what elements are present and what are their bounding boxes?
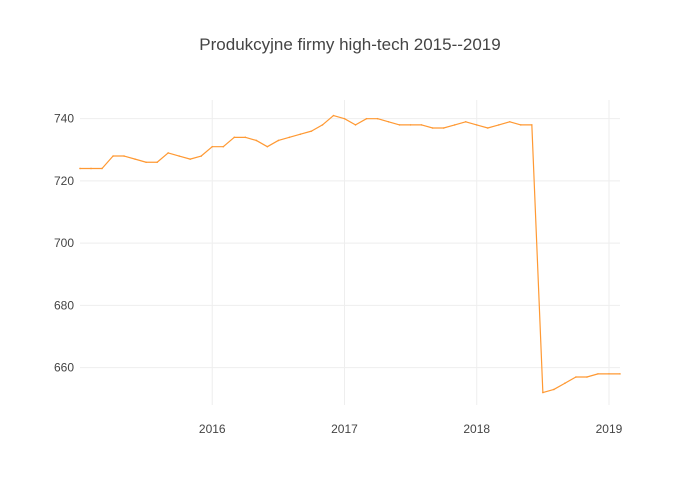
data-point: [564, 382, 566, 385]
x-axis-ticks: 2016 2017 2018 2019: [199, 422, 623, 436]
y-axis-ticks: 660 680 700 720 740: [54, 112, 74, 375]
data-point: [442, 127, 445, 129]
y-tick-label: 680: [54, 298, 74, 312]
data-point: [90, 167, 92, 170]
data-point: [453, 124, 456, 126]
x-tick-label: 2018: [463, 422, 490, 436]
data-point: [520, 124, 522, 126]
grid: [80, 100, 620, 405]
x-tick-label: 2019: [596, 422, 623, 436]
data-point: [277, 139, 280, 142]
data-point: [332, 114, 335, 117]
chart-title: Produkcyjne firmy high-tech 2015--2019: [199, 35, 500, 54]
y-tick-label: 700: [54, 236, 74, 250]
data-point: [211, 145, 214, 148]
data-point: [299, 133, 302, 136]
x-tick-label: 2016: [199, 422, 226, 436]
data-point: [156, 161, 158, 164]
series-layer: [79, 114, 621, 394]
data-point: [101, 167, 103, 170]
data-point: [233, 136, 236, 139]
data-point: [409, 124, 412, 126]
data-point: [222, 145, 225, 148]
data-point: [145, 161, 147, 164]
data-point: [134, 158, 136, 160]
data-point: [586, 376, 588, 378]
data-point: [178, 155, 180, 157]
data-point: [575, 376, 577, 378]
data-point: [387, 120, 390, 123]
data-point: [464, 120, 467, 123]
data-point: [497, 124, 500, 126]
data-point: [167, 152, 169, 154]
data-point: [597, 373, 599, 375]
data-point: [200, 155, 203, 157]
data-point: [508, 120, 511, 123]
data-point: [79, 167, 81, 170]
y-tick-label: 720: [54, 174, 74, 188]
data-point: [321, 124, 324, 126]
series-line: [80, 114, 620, 394]
data-point: [123, 155, 125, 157]
data-point: [112, 155, 114, 157]
data-point: [531, 124, 533, 126]
data-point: [255, 139, 258, 142]
x-tick-label: 2017: [331, 422, 358, 436]
data-point: [288, 136, 291, 139]
data-point: [343, 117, 346, 120]
data-point: [542, 391, 544, 394]
y-tick-label: 660: [54, 361, 74, 375]
data-point: [189, 158, 192, 160]
data-point: [420, 124, 423, 126]
data-point: [376, 117, 379, 120]
data-point: [244, 136, 247, 139]
data-point: [619, 373, 621, 375]
data-point: [486, 127, 489, 129]
data-point: [475, 124, 478, 126]
data-point: [266, 145, 269, 148]
data-point: [431, 127, 434, 129]
data-point: [608, 373, 610, 375]
data-point: [354, 124, 357, 126]
data-point: [310, 130, 313, 132]
y-tick-label: 740: [54, 112, 74, 126]
data-point: [553, 388, 555, 391]
data-point: [398, 124, 401, 126]
data-point: [365, 117, 368, 120]
